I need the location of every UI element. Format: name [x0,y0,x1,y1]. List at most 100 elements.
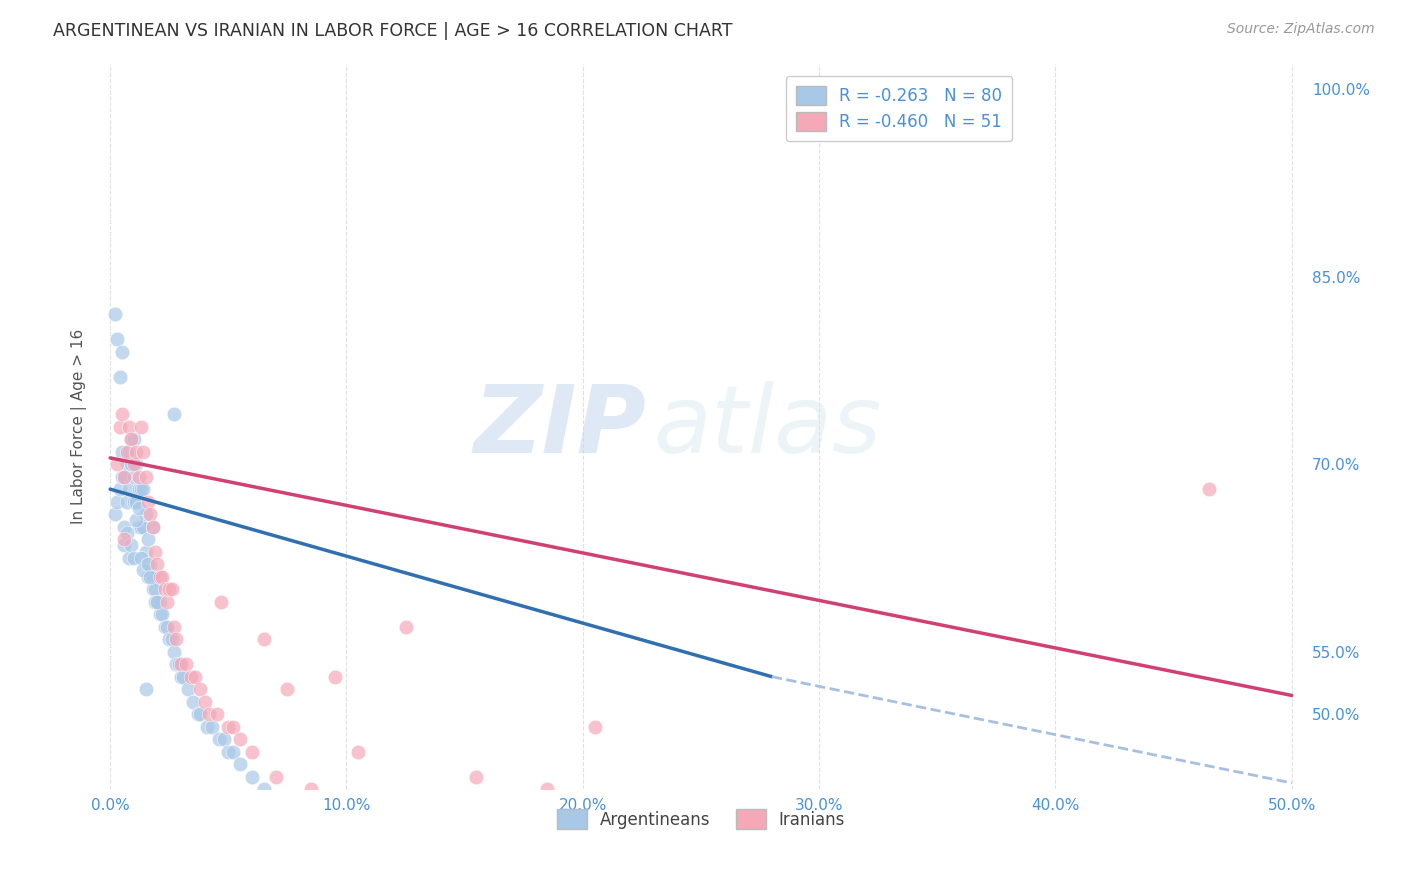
Point [129,482,152,496]
Point [165,657,187,672]
Point [253,782,276,797]
Point [143,544,166,558]
Point [129,419,152,434]
Point [118,444,141,458]
Point [115,457,138,471]
Point [111,344,134,359]
Point [122,494,145,508]
Point [142,519,165,533]
Text: ZIP: ZIP [474,381,647,473]
Point [125,494,148,508]
Point [146,595,169,609]
Point [129,550,152,565]
Point [198,707,221,722]
Point [188,707,211,722]
Point [146,595,169,609]
Point [132,444,155,458]
Point [125,444,148,458]
Point [217,720,239,734]
Point [177,682,200,697]
Point [122,469,145,483]
Point [157,632,180,647]
Point [299,782,322,797]
Legend: Argentineans, Iranians: Argentineans, Iranians [550,803,852,835]
Point [347,745,370,759]
Y-axis label: In Labor Force | Age > 16: In Labor Force | Age > 16 [72,329,87,524]
Point [120,432,142,446]
Point [240,745,263,759]
Point [118,550,141,565]
Point [150,569,173,583]
Point [115,494,138,508]
Point [111,407,134,421]
Point [135,469,157,483]
Point [139,507,162,521]
Point [135,507,157,521]
Point [125,457,148,471]
Point [163,645,186,659]
Point [465,770,488,784]
Point [146,557,169,571]
Point [120,538,142,552]
Point [264,795,287,809]
Point [240,770,263,784]
Point [153,582,176,597]
Point [149,569,172,583]
Point [149,607,172,622]
Point [187,707,209,722]
Point [160,582,183,597]
Point [108,482,131,496]
Point [108,419,131,434]
Point [180,670,202,684]
Text: atlas: atlas [652,381,882,472]
Point [153,620,176,634]
Point [583,720,606,734]
Point [111,444,134,458]
Point [115,525,138,540]
Point [195,720,218,734]
Point [208,732,231,747]
Point [167,657,190,672]
Point [104,507,127,521]
Point [120,432,142,446]
Point [125,513,148,527]
Point [132,482,155,496]
Point [136,494,159,508]
Point [184,670,207,684]
Point [229,757,252,772]
Point [136,532,159,546]
Point [132,563,155,577]
Point [105,494,128,508]
Point [188,682,211,697]
Point [172,670,194,684]
Point [156,620,179,634]
Point [165,632,187,647]
Point [129,519,152,533]
Point [112,532,135,546]
Point [222,745,245,759]
Point [201,720,224,734]
Point [142,519,165,533]
Point [194,695,217,709]
Point [112,519,135,533]
Point [120,457,142,471]
Point [112,538,135,552]
Text: Source: ZipAtlas.com: Source: ZipAtlas.com [1227,22,1375,37]
Point [264,770,287,784]
Point [139,557,162,571]
Point [212,732,235,747]
Point [170,670,193,684]
Point [128,482,150,496]
Point [253,632,276,647]
Point [128,500,150,515]
Point [122,550,145,565]
Point [156,595,179,609]
Point [150,607,173,622]
Point [136,569,159,583]
Point [143,582,166,597]
Point [181,695,204,709]
Point [112,469,135,483]
Point [174,657,197,672]
Point [160,632,183,647]
Point [276,807,298,822]
